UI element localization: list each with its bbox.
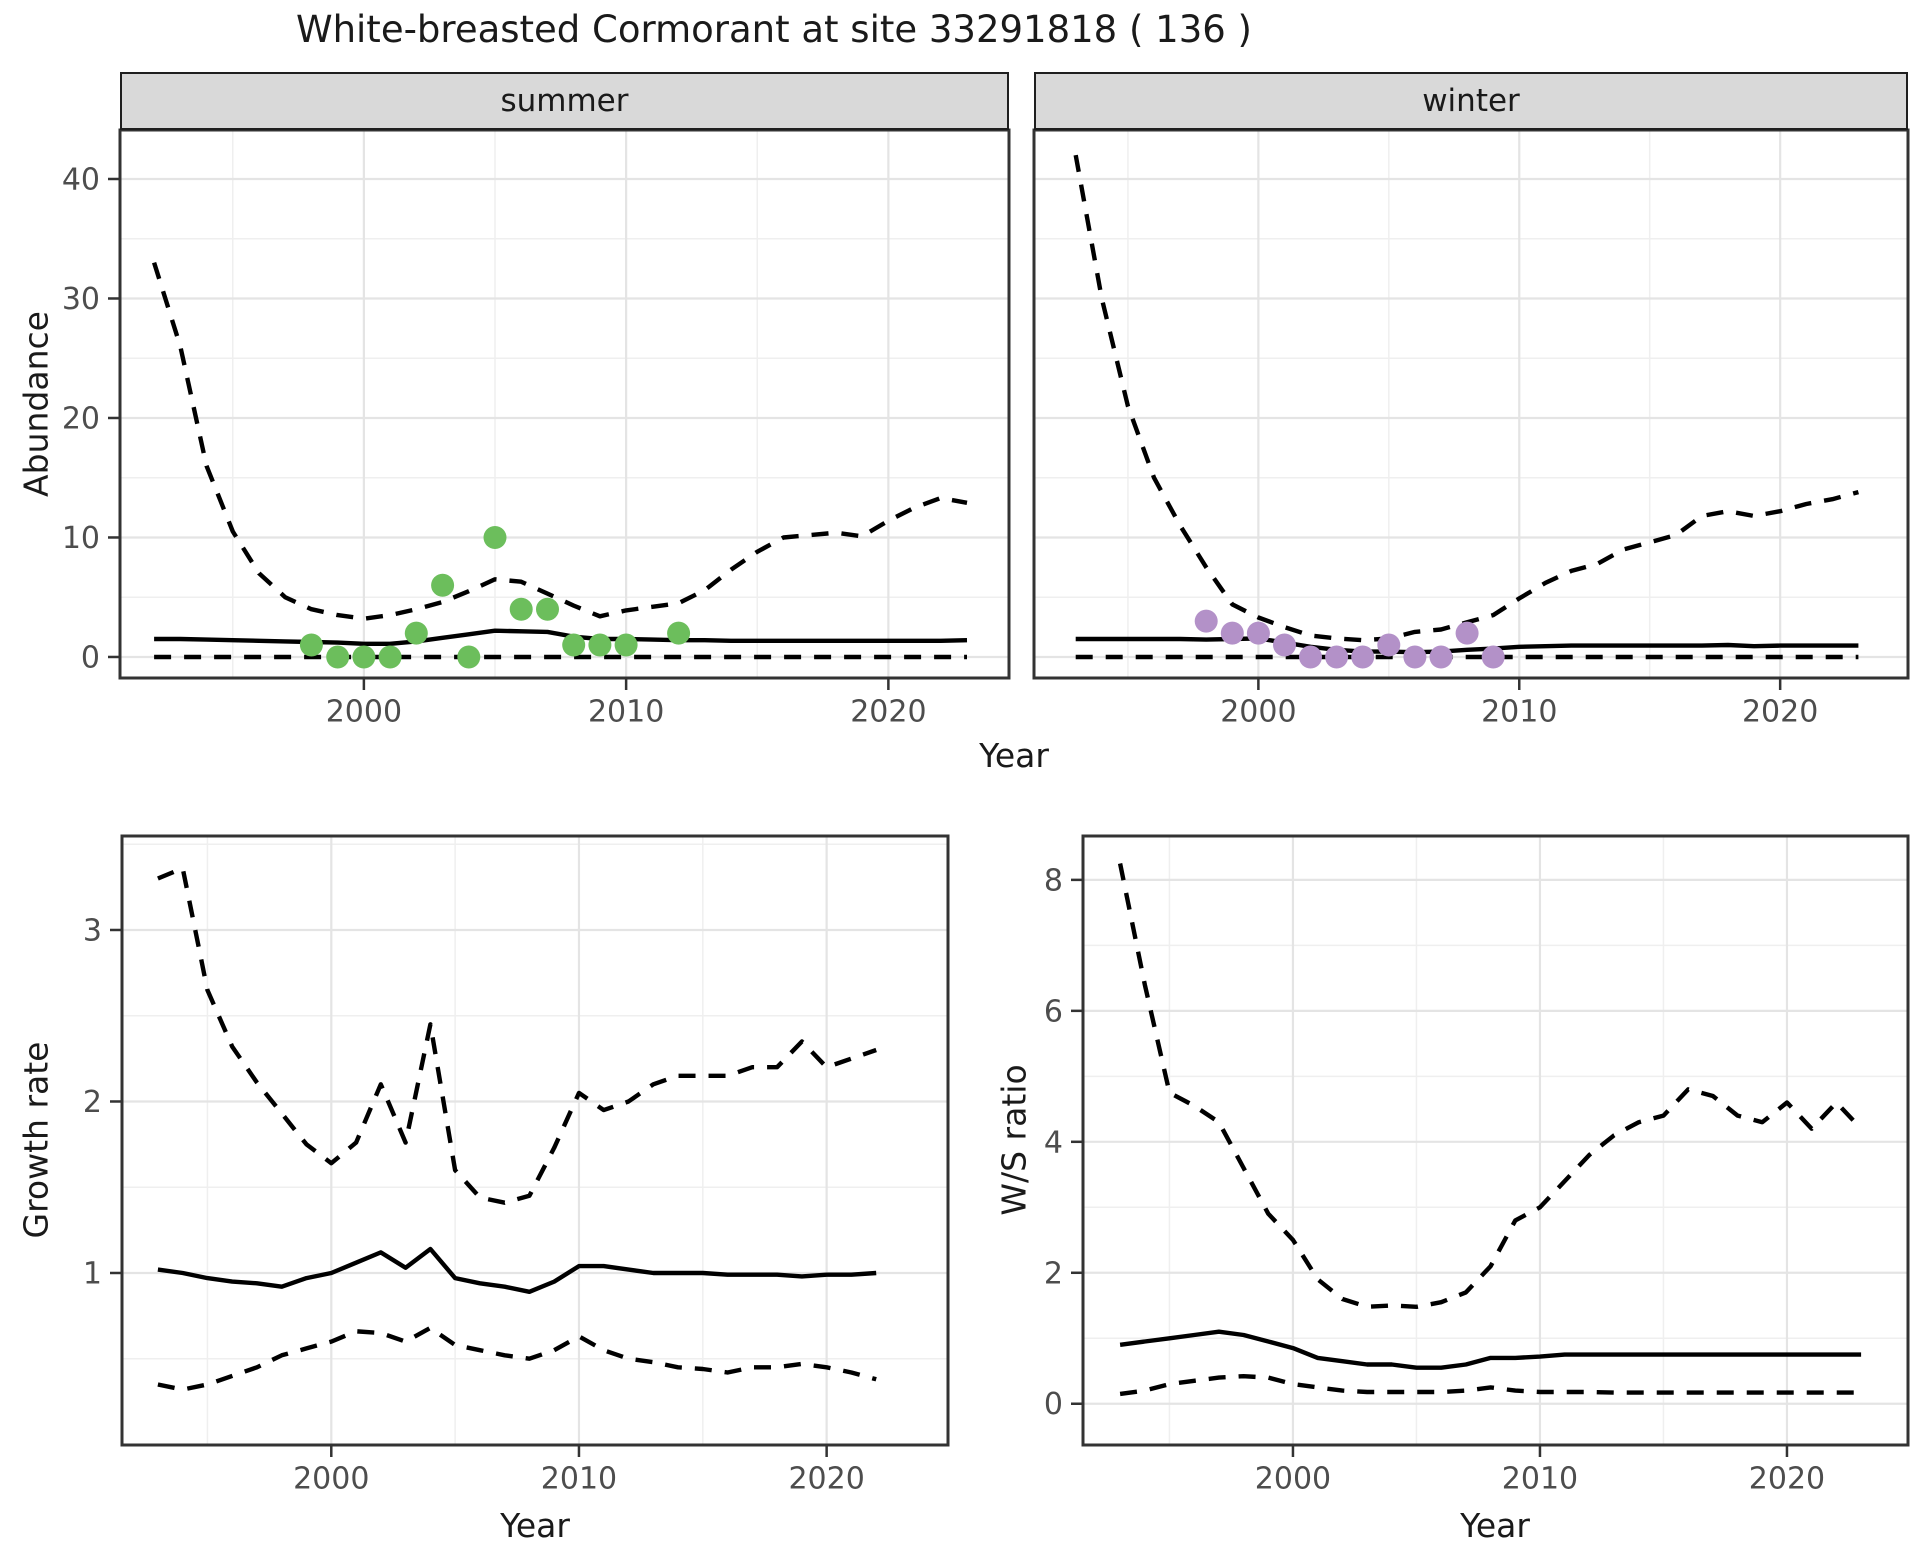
y-tick-label: 8 <box>1044 863 1063 898</box>
x-tick-label: 2020 <box>1742 695 1818 730</box>
y-tick-label: 3 <box>83 913 102 948</box>
data-point-observed-counts-summer <box>457 645 481 669</box>
x-tick-label: 2000 <box>1220 695 1296 730</box>
panel-abundance-summer: 2000 2010 2020 0 10 20 30 40 <box>62 128 1011 730</box>
y-axis-title-abundance: Abundance <box>16 311 56 497</box>
x-tick-label: 2010 <box>541 1462 617 1497</box>
data-point-observed-counts-summer <box>431 573 455 597</box>
data-point-observed-counts-winter <box>1403 645 1427 669</box>
data-point-observed-counts-summer <box>509 597 533 621</box>
data-point-observed-counts-summer <box>536 597 559 621</box>
y-tick-label: 2 <box>1044 1256 1063 1291</box>
data-point-observed-counts-winter <box>1273 633 1296 657</box>
x-tick-label: 2010 <box>1502 1462 1578 1497</box>
data-point-observed-counts-summer <box>352 645 376 669</box>
data-point-observed-counts-winter <box>1377 633 1401 657</box>
x-tick-label: 2020 <box>788 1462 864 1497</box>
data-point-observed-counts-winter <box>1220 621 1244 645</box>
series-lower_ci <box>157 1325 877 1392</box>
y-tick-label: 0 <box>1044 1387 1063 1422</box>
data-point-observed-counts-winter <box>1351 645 1375 669</box>
y-axis-title-ws-ratio: W/S ratio <box>994 1064 1034 1216</box>
y-tick-label: 1 <box>83 1256 102 1291</box>
data-point-observed-counts-summer <box>614 633 638 657</box>
x-tick-label: 2020 <box>1749 1462 1825 1497</box>
series-median <box>154 628 968 646</box>
data-point-observed-counts-winter <box>1325 645 1349 669</box>
y-tick-label: 2 <box>83 1085 102 1120</box>
y-axis-title-growth-rate: Growth rate <box>16 1041 56 1239</box>
x-axis-title-year-ws: Year <box>1460 1506 1530 1545</box>
x-tick-label: 2000 <box>326 695 402 730</box>
data-point-observed-counts-summer <box>667 621 691 645</box>
x-tick-label: 2010 <box>1481 695 1557 730</box>
panel-ws-ratio: 2000 2010 2020 0 2 4 6 8 <box>1044 834 1910 1497</box>
data-point-observed-counts-summer <box>404 621 428 645</box>
x-tick-label: 2010 <box>588 695 664 730</box>
panel-growth-rate: 2000 2010 2020 1 2 3 <box>83 834 950 1497</box>
series-median <box>1119 1329 1862 1370</box>
panel-background <box>120 130 1009 678</box>
x-tick-label: 2000 <box>1255 1462 1331 1497</box>
y-tick-label: 40 <box>62 162 100 197</box>
data-point-observed-counts-winter <box>1299 645 1322 669</box>
facet-strip-winter: winter <box>1034 72 1908 130</box>
panel-background <box>1083 836 1908 1445</box>
data-point-observed-counts-summer <box>483 526 507 549</box>
panel-border <box>120 834 950 1447</box>
data-point-observed-counts-winter <box>1194 609 1218 633</box>
series-upper_ci <box>152 261 968 621</box>
data-point-observed-counts-summer <box>326 645 350 669</box>
data-point-observed-counts-summer <box>378 645 402 669</box>
panel-border <box>118 128 1011 680</box>
y-tick-label: 20 <box>62 401 100 436</box>
panel-border <box>1032 128 1910 680</box>
panel-border <box>1081 834 1910 1447</box>
y-tick-label: 6 <box>1044 994 1063 1029</box>
y-tick-label: 30 <box>62 282 100 317</box>
series-upper_ci <box>1117 863 1863 1309</box>
data-point-observed-counts-winter <box>1429 645 1453 669</box>
facet-strip-summer-label: summer <box>500 83 629 119</box>
data-point-observed-counts-winter <box>1455 621 1479 645</box>
facet-strip-winter-label: winter <box>1422 83 1520 119</box>
data-point-observed-counts-summer <box>588 633 612 657</box>
facet-strip-summer: summer <box>120 72 1009 130</box>
panel-background <box>1034 130 1908 678</box>
data-point-observed-counts-winter <box>1246 621 1270 645</box>
y-tick-label: 0 <box>81 640 100 675</box>
x-tick-label: 2000 <box>293 1462 369 1497</box>
x-axis-title-year-top: Year <box>979 736 1049 775</box>
page-title: White-breasted Cormorant at site 3329181… <box>295 8 1253 51</box>
y-tick-label: 10 <box>62 521 100 556</box>
series-lower_ci <box>1119 1374 1862 1397</box>
data-point-observed-counts-summer <box>299 633 323 657</box>
series-median <box>1075 636 1859 655</box>
panel-abundance-winter: 2000 2010 2020 <box>1032 128 1910 730</box>
x-axis-title-year-growth: Year <box>500 1506 570 1545</box>
x-tick-label: 2020 <box>850 695 926 730</box>
y-tick-label: 4 <box>1044 1125 1063 1160</box>
series-median <box>157 1246 877 1294</box>
panel-background <box>122 836 948 1445</box>
data-point-observed-counts-summer <box>562 633 586 657</box>
data-point-observed-counts-winter <box>1481 645 1505 669</box>
